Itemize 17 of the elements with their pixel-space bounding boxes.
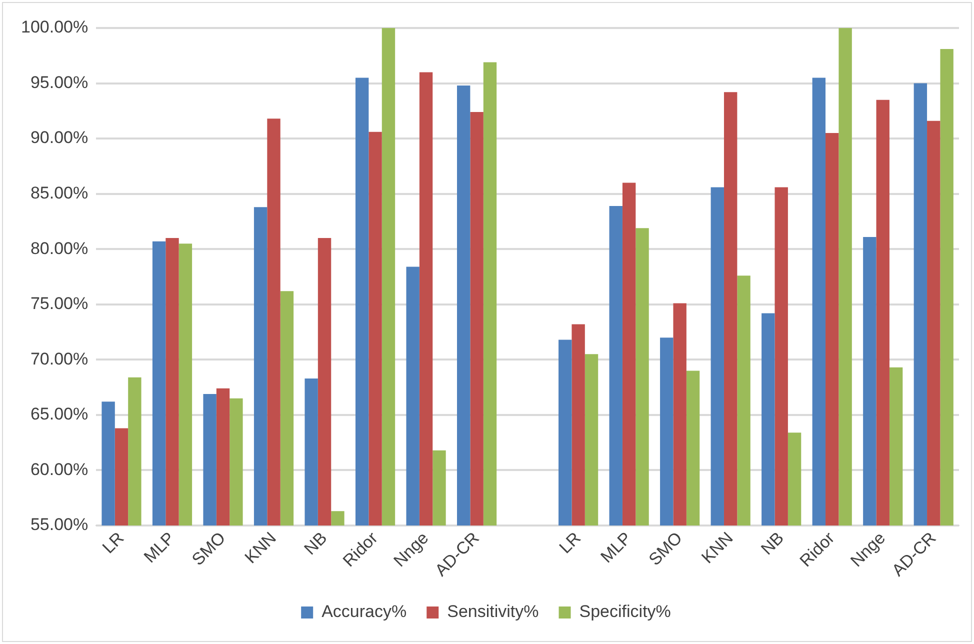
y-tick-label: 80.00% [30,238,88,258]
x-tick-label: NB [757,528,788,559]
legend-label: Accuracy% [322,602,407,622]
y-tick-label: 100.00% [20,18,88,37]
y-tick-label: 60.00% [30,460,88,479]
y-tick-label: 90.00% [30,128,88,148]
y-tick-label: 85.00% [30,184,88,203]
y-tick-label: 65.00% [30,404,88,424]
x-tick-label: NB [300,528,331,559]
x-tick-label: LR [556,528,584,558]
legend-label: Specificity% [579,602,671,622]
y-tick-label: 95.00% [30,72,88,92]
y-tick-label: 55.00% [30,515,88,534]
legend-label: Sensitivity% [447,602,539,622]
y-tick-label: 75.00% [30,294,88,314]
y-tick-label: 70.00% [30,349,88,368]
x-tick-label: LR [98,528,128,558]
